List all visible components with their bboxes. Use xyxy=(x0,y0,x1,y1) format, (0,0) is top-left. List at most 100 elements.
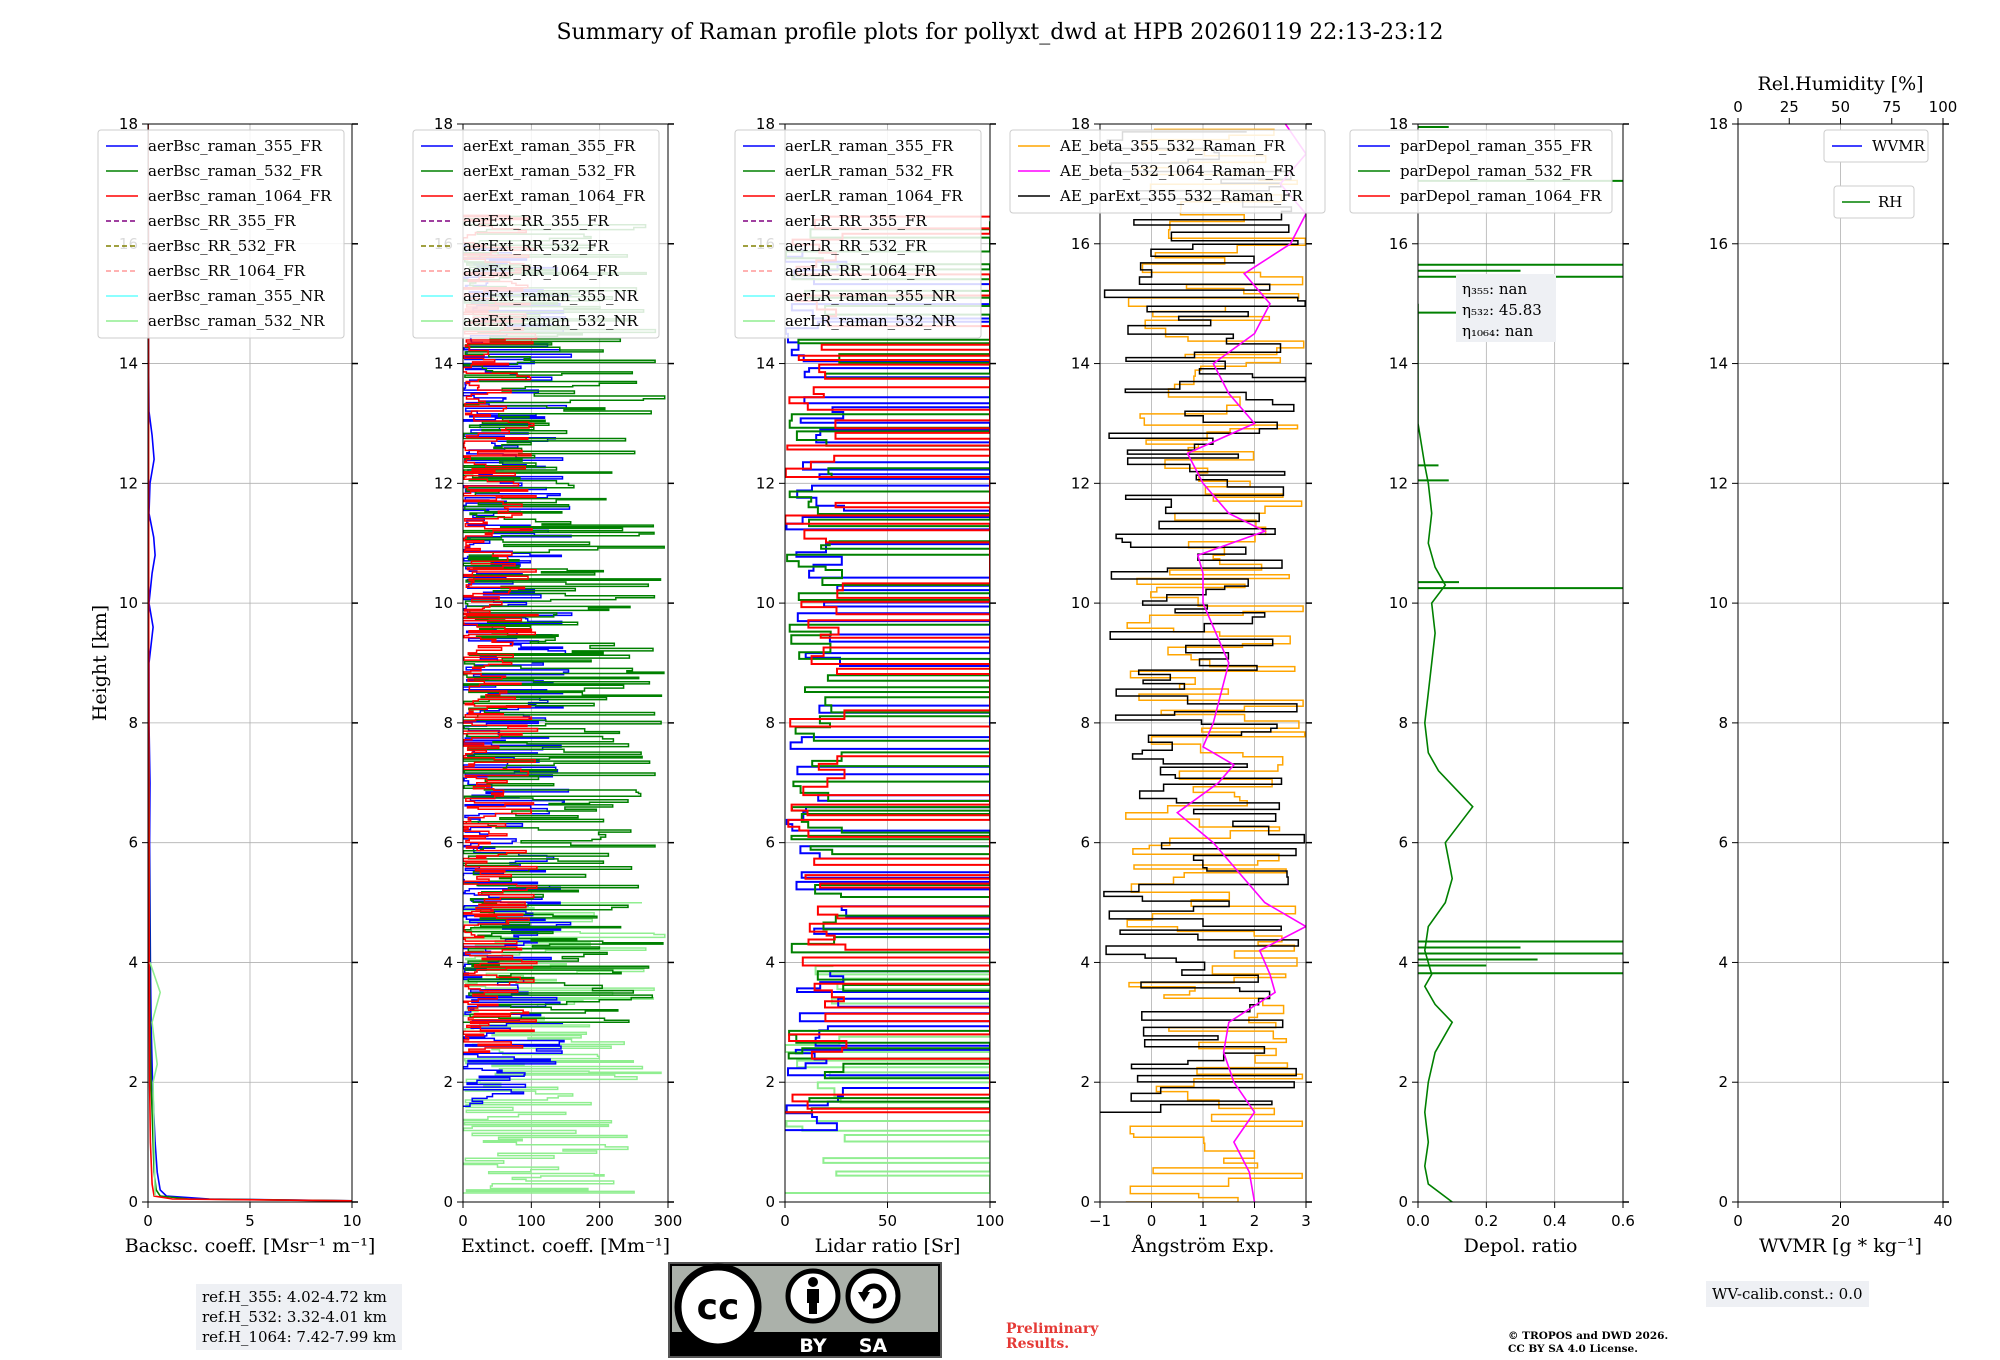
axes-frame xyxy=(784,123,991,1203)
plot-area-lidar_ratio xyxy=(785,215,990,1194)
panel-wvmr: 0 20 40 0 2 4 6 8 10 12 14 16 18 WVMR [g * kg⁻¹] WVMR R… xyxy=(1709,73,1957,1257)
ytick-label: 18 xyxy=(119,115,138,133)
legend-lidar_ratio: aerLR_raman_355_FR aerLR_raman_532_FR aerL… xyxy=(734,129,982,339)
ytick-label: 6 xyxy=(443,834,453,852)
legend-label: aerBsc_raman_1064_FR xyxy=(148,187,332,205)
panel-extinction: 0100200300024681012141618Extinct. coeff.… xyxy=(412,115,683,1257)
ytick-label: 0 xyxy=(443,1193,453,1211)
ytick-label: 16 xyxy=(1709,235,1728,253)
ytick-label: 14 xyxy=(756,355,775,373)
ytick-label: 2 xyxy=(1398,1073,1408,1091)
sa-text: SA xyxy=(859,1335,888,1357)
series-red xyxy=(785,215,990,1114)
top-axis-label: Rel.Humidity [%] xyxy=(1757,73,1923,95)
xtick-label: 300 xyxy=(654,1212,683,1230)
copyright-line-1: © TROPOS and DWD 2026. xyxy=(1508,1330,1669,1342)
ytick-label: 10 xyxy=(1071,594,1090,612)
legend-wvmr: WVMR RH xyxy=(1823,129,1929,219)
legend-frame xyxy=(412,129,660,339)
ytick-label: 2 xyxy=(443,1073,453,1091)
eta-background xyxy=(1456,274,1556,342)
xtick-label: 0 xyxy=(143,1212,153,1230)
legend-label: aerLR_raman_1064_FR xyxy=(785,187,963,205)
ytick-label: 8 xyxy=(1398,714,1408,732)
ytick-label: 16 xyxy=(1389,235,1408,253)
legend-frame xyxy=(1823,129,1929,163)
plot-area-angstrom xyxy=(1100,124,1306,1202)
ytick-label: 4 xyxy=(128,953,138,971)
yaxis-label: Height [km] xyxy=(89,605,111,721)
plot-area-extinction xyxy=(463,214,666,1194)
ytick-label: 0 xyxy=(765,1193,775,1211)
xtick-label: 1 xyxy=(1198,1212,1208,1230)
legend-label: aerBsc_raman_532_FR xyxy=(148,162,323,180)
legend-label: aerBsc_RR_1064_FR xyxy=(148,262,306,280)
cc-circle-icon xyxy=(674,1263,762,1351)
legend-frame xyxy=(1349,129,1613,214)
ytick-label: 18 xyxy=(1071,115,1090,133)
xaxis-label: Ångström Exp. xyxy=(1131,1235,1275,1257)
cc-text: cc xyxy=(697,1287,740,1328)
legend-label: aerBsc_raman_355_NR xyxy=(148,287,325,305)
copyright-line-2: CC BY SA 4.0 License. xyxy=(1508,1343,1638,1355)
xtick-label: 0 xyxy=(780,1212,790,1230)
xaxis-label: Depol. ratio xyxy=(1464,1235,1578,1257)
ytick-label: 10 xyxy=(1389,594,1408,612)
xtick-label: 3 xyxy=(1301,1212,1311,1230)
xtick-label: 200 xyxy=(585,1212,614,1230)
series-AE_beta_532_1064_Raman_FR xyxy=(1175,124,1306,1202)
ytick-label: 14 xyxy=(119,355,138,373)
cc-by-sa-badge: cc BY SA xyxy=(668,1262,942,1358)
series-aerBsc_raman_532_NR xyxy=(149,962,162,1197)
ytick-label: 18 xyxy=(434,115,453,133)
xaxis-label: WVMR [g * kg⁻¹] xyxy=(1759,1235,1922,1257)
panel-depol: 0.0 0.2 0.4 0.6 0 2 4 6 8 10 12 14 16 18 Depol. ratio p… xyxy=(1349,115,1635,1257)
xtick-label: 0.4 xyxy=(1543,1212,1567,1230)
legend-label: aerBsc_RR_532_FR xyxy=(148,237,296,255)
ref-h1064-text: ref.H_1064: 7.42-7.99 km xyxy=(202,1328,397,1346)
legend-label: RH xyxy=(1878,193,1902,211)
axes-frame xyxy=(1099,123,1307,1203)
xaxis-label: Lidar ratio [Sr] xyxy=(815,1235,961,1257)
axes-frame xyxy=(462,123,669,1203)
xtick-label: 100 xyxy=(976,1212,1005,1230)
ytick-label: 18 xyxy=(1709,115,1728,133)
plot-area-backscatter xyxy=(148,124,352,1202)
legend-frame xyxy=(1833,185,1915,219)
legend-label: aerBsc_RR_355_FR xyxy=(148,212,296,230)
top-xtick-label: 25 xyxy=(1780,98,1799,116)
ytick-label: 16 xyxy=(1071,235,1090,253)
legend-label: aerExt_raman_532_NR xyxy=(463,312,639,330)
xtick-label: 0.6 xyxy=(1611,1212,1635,1230)
xtick-label: 0.2 xyxy=(1474,1212,1498,1230)
panel-lidar_ratio: 050100024681012141618Lidar ratio [Sr]aer… xyxy=(734,115,1005,1257)
top-xtick-label: 50 xyxy=(1831,98,1850,116)
eta-box: η₃₅₅: nan η₅₃₂: 45.83 η₁₀₆₄: nan xyxy=(1456,274,1556,342)
legend-label: AE_beta_532_1064_Raman_FR xyxy=(1059,162,1295,180)
ytick-label: 14 xyxy=(434,355,453,373)
xtick-label: 2 xyxy=(1250,1212,1260,1230)
top-xtick-label: 75 xyxy=(1882,98,1901,116)
xtick-label: 0.0 xyxy=(1406,1212,1430,1230)
ytick-label: 8 xyxy=(1718,714,1728,732)
ytick-label: 12 xyxy=(756,474,775,492)
legend-label: aerExt_RR_1064_FR xyxy=(463,262,619,280)
legend-label: aerLR_raman_355_NR xyxy=(785,287,956,305)
legend-frame xyxy=(734,129,982,339)
legend-label: aerLR_RR_355_FR xyxy=(785,212,927,230)
axes-frame xyxy=(147,123,353,1203)
ytick-label: 8 xyxy=(765,714,775,732)
by-text: BY xyxy=(799,1335,826,1357)
eta532-text: η₅₃₂: 45.83 xyxy=(1462,301,1542,319)
ytick-label: 18 xyxy=(1389,115,1408,133)
legend-label: aerBsc_raman_355_FR xyxy=(148,137,323,155)
xtick-label: 50 xyxy=(878,1212,897,1230)
legend-label: parDepol_raman_355_FR xyxy=(1400,137,1593,155)
ytick-label: 10 xyxy=(119,594,138,612)
legend-extinction: aerExt_raman_355_FR aerExt_raman_532_FRae… xyxy=(412,129,660,339)
figure-title: Summary of Raman profile plots for polly… xyxy=(556,20,1444,45)
ytick-label: 2 xyxy=(128,1073,138,1091)
legend-label: WVMR xyxy=(1872,137,1926,155)
ytick-label: 10 xyxy=(1709,594,1728,612)
